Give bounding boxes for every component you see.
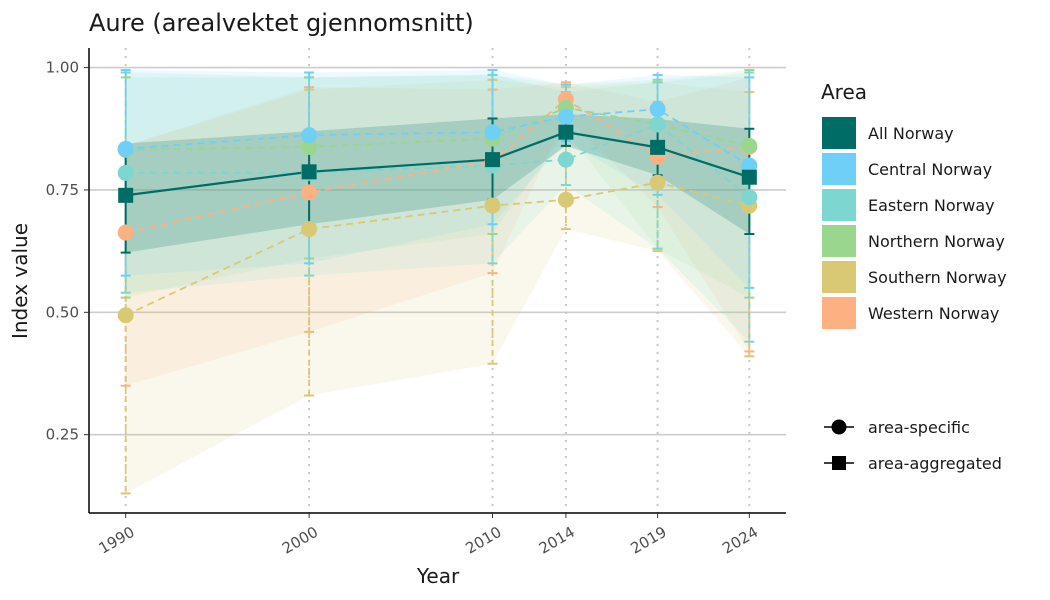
legend-swatch [822,297,856,329]
legend-label: Western Norway [868,304,999,323]
shape-legend-square [832,456,846,470]
point-southern-norway [117,307,134,324]
line-all-norway [125,131,750,197]
y-axis-ticks: 0.25 0.50 0.75 1.00 [46,59,89,444]
line-southern-norway [125,181,750,317]
legend-label: Northern Norway [868,232,1005,251]
y-axis-title: Index value [8,223,32,339]
legend-label: Central Norway [868,160,992,179]
point-southern-norway [557,191,574,208]
y-tick-label: 0.75 [46,181,79,199]
point-central-norway [117,140,134,157]
point-southern-norway [301,221,318,238]
point-all-norway [118,187,134,203]
legend-label: All Norway [868,124,954,143]
y-tick-label: 1.00 [46,59,79,77]
ribbon-northern-norway [125,70,750,298]
point-southern-norway [649,174,666,191]
point-northern-norway [301,138,318,155]
axes [88,48,786,514]
point-eastern-norway [741,189,758,206]
legend-swatch [822,225,856,257]
legend-swatch [822,261,856,293]
legend-label: Southern Norway [868,268,1007,287]
legend-swatch [822,189,856,221]
y-tick-label: 0.25 [46,426,79,444]
legend-title: Area [821,80,867,104]
point-western-norway [301,184,318,201]
legend-swatch [822,117,856,149]
point-western-norway [117,224,134,241]
horizontal-grid [89,66,786,436]
point-all-norway [301,164,317,180]
point-central-norway [649,101,666,118]
point-central-norway [557,108,574,125]
point-central-norway [484,124,501,141]
point-eastern-norway [117,164,134,181]
data-points [117,91,758,324]
point-all-norway [650,139,666,155]
point-all-norway [741,169,757,185]
point-central-norway [301,127,318,144]
ribbon-eastern-norway [125,72,750,342]
point-northern-norway [741,137,758,154]
point-eastern-norway [557,151,574,168]
legend-swatch [822,153,856,185]
point-southern-norway [484,197,501,214]
chart-title: Aure (arealvektet gjennomsnitt) [89,9,474,37]
shape-legend-label: area-specific [868,418,970,437]
line-eastern-norway [125,123,750,198]
x-axis-title: Year [416,564,460,588]
shape-legend-label: area-aggregated [868,454,1002,473]
point-eastern-norway [649,116,666,133]
series-lines [125,98,750,317]
point-all-norway [558,124,574,140]
y-tick-label: 0.50 [46,303,79,321]
ribbon-southern-norway [125,79,750,494]
legend-label: Eastern Norway [868,196,995,215]
legend: All Norway Central Norway Eastern Norway No… [822,117,1007,329]
ribbon-western-norway [125,77,750,386]
confidence-ribbons [125,70,750,494]
line-northern-norway [125,106,750,151]
line-central-norway [125,108,750,167]
shape-legend: area-specific area-aggregated [824,418,1002,473]
shape-legend-circle [831,419,847,435]
line-western-norway [125,98,750,234]
point-central-norway [741,157,758,174]
point-all-norway [485,152,501,168]
ribbon-central-norway [125,70,750,288]
